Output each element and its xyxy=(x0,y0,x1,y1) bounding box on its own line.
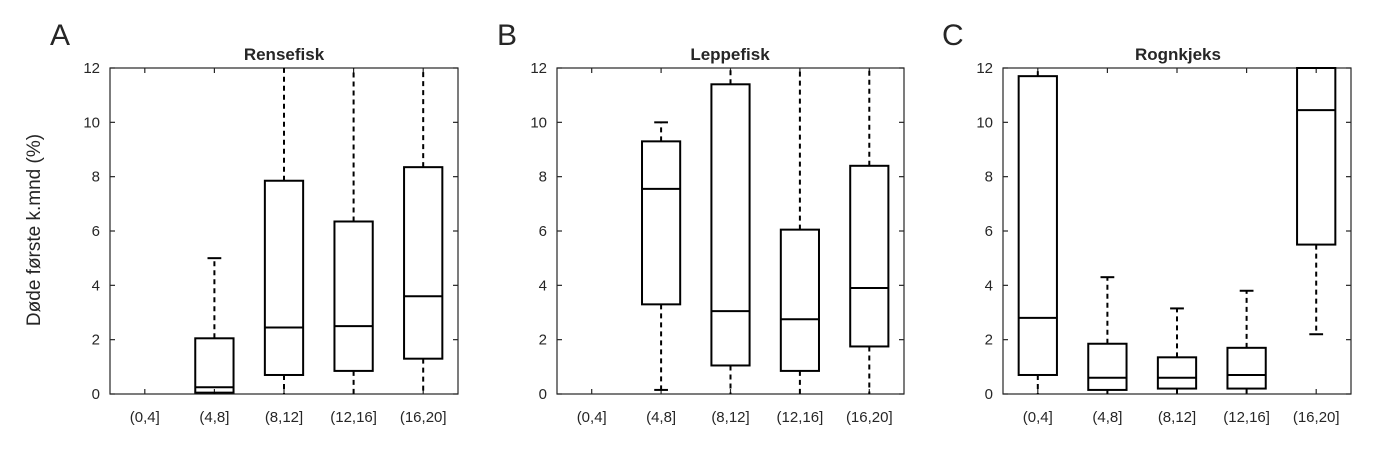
x-tick-label: (4,8] xyxy=(199,409,229,426)
y-tick-label: 2 xyxy=(539,332,547,349)
y-tick-label: 10 xyxy=(976,114,993,131)
iqr-box xyxy=(849,164,890,348)
y-tick-label: 0 xyxy=(539,386,547,403)
axes-frame xyxy=(556,67,905,395)
panel-title: Rognkjeks xyxy=(1135,45,1221,64)
iqr-box xyxy=(1087,342,1128,391)
y-axis-label: Døde første k.mnd (%) xyxy=(24,134,45,326)
box-(4,8] xyxy=(1087,276,1128,394)
x-tick-label: (4,8] xyxy=(1092,409,1122,426)
x-tick-label: (0,4] xyxy=(577,409,607,426)
box-(0,4] xyxy=(1017,68,1058,394)
iqr-box xyxy=(1156,356,1198,390)
iqr-box xyxy=(194,337,235,394)
iqr-box xyxy=(1296,67,1337,246)
y-tick-label: 10 xyxy=(530,114,547,131)
y-tick-label: 12 xyxy=(976,60,993,77)
x-tick-label: (16,20] xyxy=(1293,409,1340,426)
y-tick-label: 12 xyxy=(83,60,100,77)
panel-letter: A xyxy=(50,19,70,52)
y-tick-label: 8 xyxy=(539,169,547,186)
box-(16,20] xyxy=(403,68,444,394)
box-(12,16] xyxy=(779,68,820,394)
iqr-box xyxy=(779,228,820,372)
x-tick-label: (16,20] xyxy=(846,409,893,426)
y-tick-label: 6 xyxy=(539,223,547,240)
x-tick-label: (8,12] xyxy=(1158,409,1196,426)
y-tick-label: 8 xyxy=(92,169,100,186)
y-tick-label: 6 xyxy=(92,223,100,240)
box-(4,8] xyxy=(194,257,235,394)
y-tick-label: 8 xyxy=(985,169,993,186)
iqr-box xyxy=(641,140,682,306)
panel-b: B Leppefisk 0 2 4 6 8 10 12 (0,4] (4,8] (8,12] (12… xyxy=(497,19,905,426)
box-(8,12] xyxy=(710,68,751,394)
box-(12,16] xyxy=(333,68,374,394)
box-(16,20] xyxy=(1296,67,1337,336)
x-tick-label: (4,8] xyxy=(646,409,676,426)
x-tick-label: (0,4] xyxy=(130,409,160,426)
x-tick-label: (12,16] xyxy=(777,409,824,426)
y-tick-label: 10 xyxy=(83,114,100,131)
iqr-box xyxy=(403,166,444,360)
x-tick-label: (16,20] xyxy=(400,409,447,426)
box-(4,8] xyxy=(641,121,682,391)
y-tick-label: 4 xyxy=(539,277,547,294)
y-tick-label: 12 xyxy=(530,60,547,77)
iqr-box xyxy=(710,83,751,367)
panel-a: A Rensefisk 0 2 4 6 8 10 12 (0,4] (4,8] (8,12] (12… xyxy=(50,19,459,426)
y-tick-label: 4 xyxy=(985,277,993,294)
panel-letter: B xyxy=(497,19,517,52)
iqr-box xyxy=(333,220,374,372)
panel-title: Leppefisk xyxy=(690,45,770,64)
x-tick-label: (8,12] xyxy=(265,409,303,426)
box-(16,20] xyxy=(849,68,890,394)
panel-letter: C xyxy=(942,19,964,52)
y-tick-label: 4 xyxy=(92,277,100,294)
x-tick-label: (12,16] xyxy=(330,409,377,426)
y-tick-label: 2 xyxy=(985,332,993,349)
y-tick-label: 6 xyxy=(985,223,993,240)
box-(8,12] xyxy=(263,68,305,394)
box-(8,12] xyxy=(1156,307,1198,394)
panel-title: Rensefisk xyxy=(244,45,325,64)
x-tick-label: (0,4] xyxy=(1023,409,1053,426)
box-(12,16] xyxy=(1226,289,1267,394)
y-tick-label: 0 xyxy=(985,386,993,403)
x-tick-label: (12,16] xyxy=(1223,409,1270,426)
y-tick-label: 2 xyxy=(92,332,100,349)
iqr-box xyxy=(1226,346,1267,390)
y-tick-label: 0 xyxy=(92,386,100,403)
iqr-box xyxy=(263,179,305,376)
iqr-box xyxy=(1017,75,1058,376)
x-tick-label: (8,12] xyxy=(711,409,749,426)
panel-c: C Rognkjeks 0 2 4 6 8 10 12 (0,4] (4,8] (8,12] (12… xyxy=(942,19,1352,426)
